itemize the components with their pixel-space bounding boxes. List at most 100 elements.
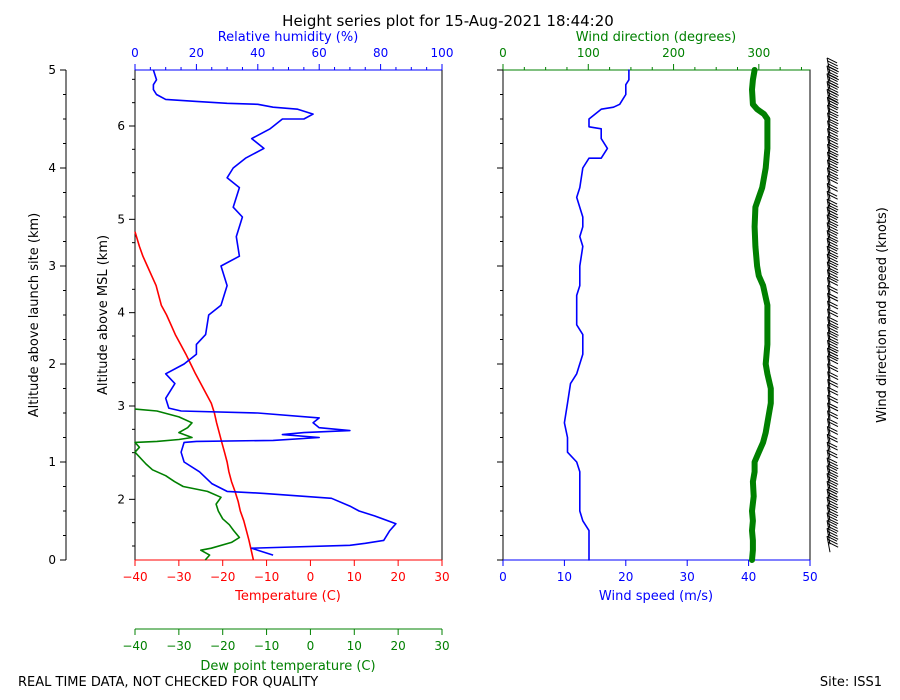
wind-barb-staff [826, 253, 831, 271]
wind-speed-tick-label: 10 [557, 570, 572, 584]
wind-barb-staff [827, 363, 831, 380]
wind-barb-staff [826, 206, 831, 223]
humidity-tick-label: 0 [131, 46, 139, 60]
wind-barb-staff [826, 418, 831, 435]
thermo-ticks: −40 −30 −20 −10 0 10 20 30−40 −30 −20 −10 0 10 20 300 2… [48, 46, 453, 653]
dewpoint-tick-label: −40 [122, 639, 147, 653]
wind-barb-flag [826, 57, 838, 64]
dewpoint-tick-label: 20 [391, 639, 406, 653]
msl-altitude-tick-label: 5 [117, 212, 125, 226]
msl-altitude-tick-label: 3 [117, 399, 125, 413]
wind-barb-staff [827, 371, 831, 388]
dewpoint-tick-label: −10 [254, 639, 279, 653]
temperature-tick-label: −30 [166, 570, 191, 584]
site-altitude-tick-label: 4 [48, 161, 56, 175]
wind-barb-flag [827, 63, 839, 70]
site-altitude-tick-label: 5 [48, 63, 56, 77]
site-altitude-tick-label: 3 [48, 259, 56, 273]
wind-lines [563, 67, 774, 563]
wind-barb-staff [826, 57, 831, 75]
wind-barb-flag [828, 74, 839, 81]
dewpoint-tick-label: 30 [434, 639, 449, 653]
temperature-tick-label: −10 [254, 570, 279, 584]
wind-barbs [826, 57, 839, 553]
wind-barb-staff [826, 277, 831, 294]
wind-barb-flag [828, 97, 839, 104]
wind-barb-staff [826, 81, 831, 98]
wind-barb-staff [826, 222, 831, 239]
dew-point-line [134, 408, 241, 561]
wind-direction-line [749, 67, 774, 563]
site-altitude-tick-label: 2 [48, 357, 56, 371]
msl-altitude-tick-label: 6 [117, 119, 125, 133]
dewpoint-tick-label: 0 [307, 639, 315, 653]
wind-direction-tick-label: 100 [577, 46, 600, 60]
dewpoint-axis-label: Dew point temperature (C) [200, 659, 375, 674]
wind-barb-staff [827, 410, 831, 427]
wind-speed-tick-label: 20 [618, 570, 633, 584]
wind-barb-staff [826, 496, 831, 514]
wind-barb-staff [826, 73, 831, 90]
quality-disclaimer: REAL TIME DATA, NOT CHECKED FOR QUALITY [18, 675, 318, 690]
wind-barb-staff [827, 387, 831, 404]
wind-barb-staff [826, 245, 831, 263]
wind-barb-staff [826, 65, 831, 82]
wind-barb-staff [826, 97, 831, 114]
wind-barb-staff [826, 536, 831, 553]
wind-barb-staff [827, 316, 831, 333]
wind-speed-axis-label: Wind speed (m/s) [599, 589, 713, 604]
wind-barb-staff [826, 465, 831, 482]
wind-barb-staff [826, 441, 831, 459]
wind-barb-staff [826, 457, 831, 474]
dewpoint-tick-label: −20 [210, 639, 235, 653]
temperature-axis-label: Temperature (C) [234, 589, 341, 604]
wind-speed-tick-label: 50 [802, 570, 817, 584]
msl-altitude-axis-label: Altitude above MSL (km) [96, 235, 111, 395]
wind-barb-staff [827, 324, 831, 341]
msl-altitude-tick-label: 2 [117, 492, 125, 506]
wind-barb-staff [827, 104, 831, 122]
msl-altitude-tick-label: 4 [117, 306, 125, 320]
wind-direction-axis-label: Wind direction (degrees) [576, 30, 736, 45]
wind-direction-tick-label: 200 [662, 46, 685, 60]
wind-barb-staff [826, 520, 831, 537]
humidity-tick-label: 100 [431, 46, 454, 60]
wind-barb-staff [826, 230, 831, 247]
wind-barb-staff [826, 426, 831, 443]
temperature-tick-label: 0 [307, 570, 315, 584]
wind-barb-staff [826, 183, 831, 200]
wind-speed-tick-label: 30 [680, 570, 695, 584]
wind-barb-staff [827, 308, 831, 325]
temperature-tick-label: −20 [210, 570, 235, 584]
wind-barb-staff [827, 332, 831, 349]
temperature-tick-label: 30 [434, 570, 449, 584]
temperature-tick-label: 20 [391, 570, 406, 584]
wind-barb [826, 57, 839, 75]
humidity-axis-label: Relative humidity (%) [218, 30, 359, 45]
dewpoint-tick-label: −30 [166, 639, 191, 653]
wind-barb-staff [826, 434, 831, 451]
wind-barb-staff [826, 512, 831, 529]
temperature-tick-label: −40 [122, 570, 147, 584]
wind-barb-staff [826, 191, 831, 208]
wind-panel: 0 10 20 30 40 50 0 100 200 300 Wind direction (de… [497, 30, 890, 604]
wind-speed-tick-label: 0 [499, 570, 507, 584]
wind-barb-staff [827, 285, 831, 302]
thermo-panel: −40 −30 −20 −10 0 10 20 30−40 −30 −20 −10 0 10 20 300 2… [27, 30, 453, 674]
humidity-tick-label: 80 [373, 46, 388, 60]
wind-barb-staff [826, 528, 831, 545]
wind-barb-flag [827, 60, 838, 67]
wind-barb-staff [826, 473, 831, 490]
wind-speed-line [563, 69, 630, 561]
humidity-tick-label: 20 [189, 46, 204, 60]
wind-barb-staff [826, 269, 831, 286]
humidity-tick-label: 60 [312, 46, 327, 60]
wind-plot-frame [502, 69, 811, 561]
temperature-tick-label: 10 [347, 570, 362, 584]
humidity-tick-label: 40 [250, 46, 265, 60]
relative-humidity-line [152, 69, 397, 556]
wind-barb-staff [827, 120, 831, 137]
wind-barb-staff [826, 151, 831, 169]
wind-barb-staff [826, 159, 831, 176]
